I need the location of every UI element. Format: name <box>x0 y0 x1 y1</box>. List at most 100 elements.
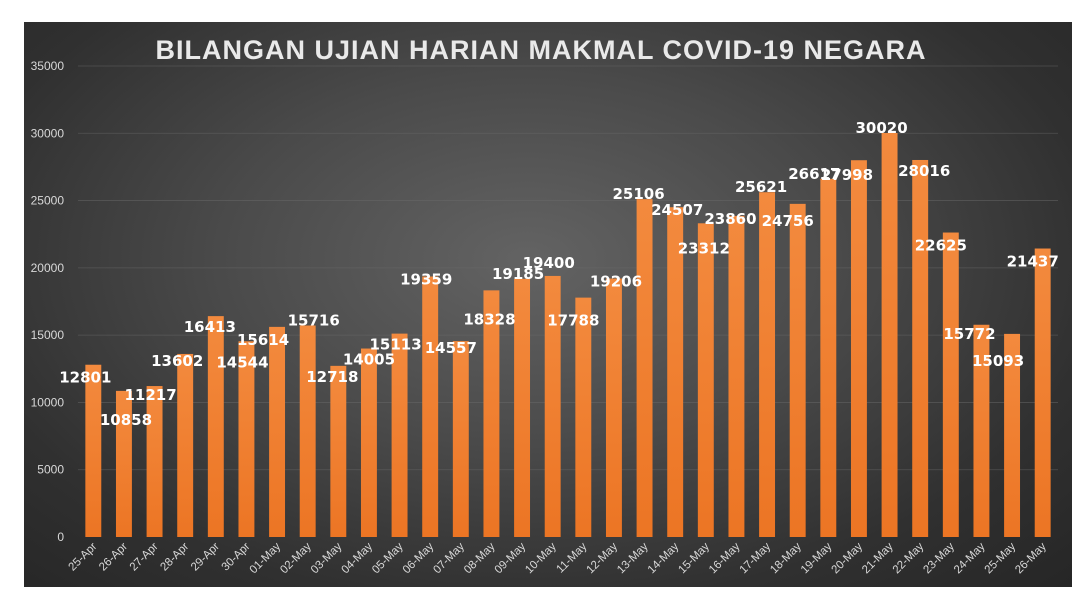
x-tick-label: 10-May <box>523 540 559 576</box>
bar <box>728 215 745 537</box>
data-label: 28016 <box>898 162 950 180</box>
x-tick-label: 26-Apr <box>97 541 130 574</box>
bar <box>483 290 500 537</box>
y-tick-label: 25000 <box>31 194 65 208</box>
y-tick-label: 0 <box>57 530 64 544</box>
bar <box>1004 333 1021 537</box>
data-label: 15113 <box>369 336 421 354</box>
data-label: 25621 <box>735 178 787 196</box>
bar <box>820 178 837 538</box>
data-label: 11217 <box>124 386 176 404</box>
bars <box>85 133 1051 538</box>
bar <box>605 278 622 537</box>
data-label: 19400 <box>523 254 575 272</box>
data-label: 15772 <box>943 325 995 343</box>
x-tick-label: 22-May <box>891 540 927 576</box>
x-tick-label: 15-May <box>676 540 712 576</box>
y-tick-label: 15000 <box>31 328 65 342</box>
data-labels: 12801 10858 11217 13602 16413 14544 1561415716… <box>59 119 1059 429</box>
x-tick-label: 18-May <box>768 540 804 576</box>
data-label: 14557 <box>425 339 477 357</box>
y-tick-label: 35000 <box>31 59 65 73</box>
x-tick-label: 17-May <box>738 540 774 576</box>
bar <box>299 325 316 537</box>
x-tick-label: 01-May <box>248 540 284 576</box>
bar <box>544 275 561 537</box>
x-tick-label: 14-May <box>646 540 682 576</box>
x-tick-label: 12-May <box>584 540 620 576</box>
bar <box>452 341 469 537</box>
x-tick-label: 11-May <box>554 540 589 575</box>
bar <box>912 159 929 537</box>
bar <box>636 199 653 538</box>
x-tick-label: 28-Apr <box>158 541 191 574</box>
data-label: 19359 <box>400 270 452 288</box>
bar <box>85 364 102 537</box>
data-label: 26617 <box>788 165 840 183</box>
x-tick-label: 20-May <box>829 540 865 576</box>
x-tick-label: 04-May <box>339 540 375 576</box>
bar <box>177 353 194 537</box>
x-tick-label: 29-Apr <box>189 541 222 574</box>
chart-panel: BILANGAN UJIAN HARIAN MAKMAL COVID-19 NE… <box>24 22 1072 587</box>
bar <box>115 390 132 537</box>
x-tick-label: 24-May <box>952 540 988 576</box>
data-label: 23860 <box>704 210 756 228</box>
x-tick-label: 02-May <box>278 540 314 576</box>
data-label: 30020 <box>855 119 907 137</box>
bar <box>697 223 714 537</box>
x-tick-label: 21-May <box>860 540 896 576</box>
data-label: 27998 <box>821 166 873 184</box>
x-axis: 25-Apr26-Apr27-Apr28-Apr29-Apr30-Apr01-M… <box>67 540 1049 576</box>
x-tick-label: 26-May <box>1013 540 1049 576</box>
bar <box>575 297 592 537</box>
data-label: 14544 <box>216 353 268 371</box>
data-label: 19206 <box>590 273 642 291</box>
x-tick-label: 05-May <box>370 540 406 576</box>
x-tick-label: 27-Apr <box>128 541 161 574</box>
bar <box>238 341 255 537</box>
bar <box>1034 248 1051 537</box>
bar <box>146 386 163 537</box>
data-label: 19185 <box>492 265 544 283</box>
y-tick-label: 20000 <box>31 261 65 275</box>
bar <box>759 192 776 537</box>
x-tick-label: 09-May <box>493 540 529 576</box>
y-tick-label: 10000 <box>31 395 65 409</box>
data-label: 16413 <box>184 318 236 336</box>
chart-title: BILANGAN UJIAN HARIAN MAKMAL COVID-19 NE… <box>155 35 926 65</box>
data-label: 24756 <box>762 212 814 230</box>
data-label: 10858 <box>100 411 152 429</box>
data-label: 18328 <box>463 310 515 328</box>
bar <box>269 326 286 537</box>
x-tick-label: 23-May <box>921 540 957 576</box>
data-label: 23312 <box>678 239 730 257</box>
data-label: 12801 <box>59 369 111 387</box>
data-label: 17788 <box>547 312 599 330</box>
y-tick-label: 5000 <box>37 463 64 477</box>
bar <box>422 276 439 537</box>
x-tick-label: 19-May <box>799 540 835 576</box>
bar-chart: BILANGAN UJIAN HARIAN MAKMAL COVID-19 NE… <box>31 35 1059 576</box>
data-label: 21437 <box>1007 253 1059 271</box>
bar <box>514 278 531 537</box>
x-tick-label: 08-May <box>462 540 498 576</box>
bar <box>973 324 990 537</box>
bar <box>360 348 377 537</box>
data-label: 13602 <box>151 352 203 370</box>
data-label: 22625 <box>915 237 967 255</box>
bar <box>881 133 898 537</box>
x-tick-label: 07-May <box>431 540 467 576</box>
bar <box>850 160 867 537</box>
bar <box>942 232 959 537</box>
x-tick-label: 06-May <box>401 540 437 576</box>
bar <box>391 333 408 537</box>
data-label: 14005 <box>343 351 395 369</box>
x-tick-label: 16-May <box>707 540 743 576</box>
data-label: 24507 <box>651 201 703 219</box>
x-tick-label: 03-May <box>309 540 345 576</box>
data-label: 25106 <box>612 185 664 203</box>
bar <box>789 203 806 537</box>
bar <box>330 365 347 537</box>
x-tick-label: 25-Apr <box>67 541 100 574</box>
